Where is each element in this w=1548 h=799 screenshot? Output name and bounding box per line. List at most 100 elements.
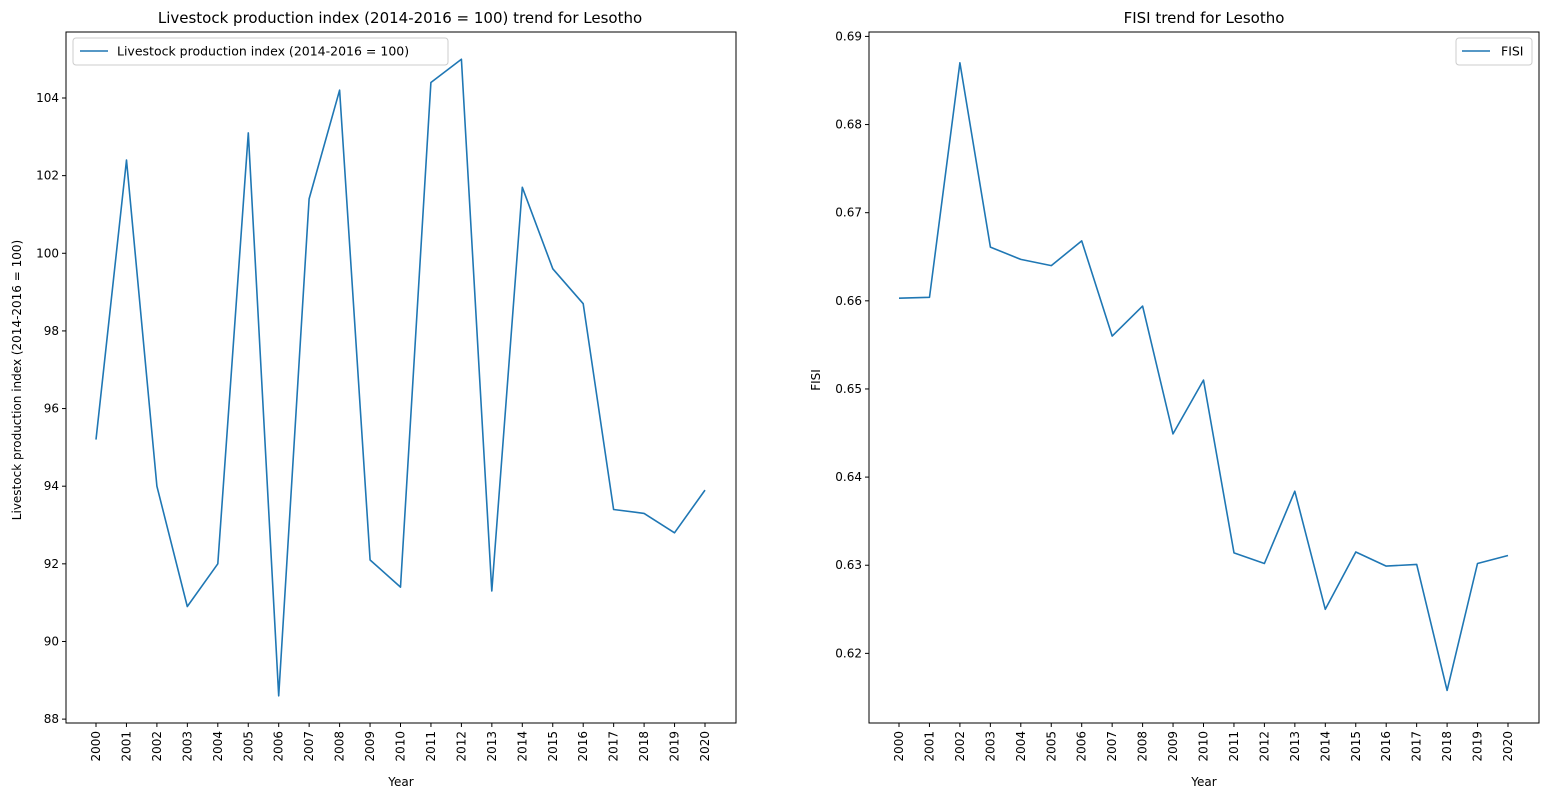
- fisi-y-ticks: 0.62 0.63 0.64 0.65 0.66 0.67 0.68 0.69: [835, 29, 869, 660]
- livestock-x-tick-label: 2005: [241, 731, 255, 762]
- fisi-data-point: [1355, 551, 1357, 553]
- livestock-data-point: [125, 159, 127, 161]
- livestock-y-tick-label: 92: [44, 557, 59, 571]
- fisi-y-tick-label: 0.66: [835, 294, 862, 308]
- fisi-data-point: [959, 62, 961, 64]
- livestock-legend-box: [72, 37, 449, 66]
- livestock-x-tick-label: 2013: [485, 731, 499, 762]
- fisi-data-point: [1172, 433, 1174, 435]
- livestock-y-tick-label: 90: [44, 634, 59, 648]
- fisi-x-tick-label: 2000: [892, 731, 906, 762]
- fisi-x-ticks: 2000 2001 2002 2003 2004 2005 2006 2007 2008 2009…: [892, 723, 1515, 762]
- livestock-y-tick-label: 96: [44, 402, 59, 416]
- livestock-y-tick-label: 102: [36, 169, 59, 183]
- fisi-data-point: [898, 297, 900, 299]
- fisi-y-tick-label: 0.68: [835, 118, 862, 132]
- livestock-x-tick-label: 2018: [637, 731, 651, 762]
- livestock-x-tick-label: 2000: [89, 731, 103, 762]
- livestock-x-tick-label: 2014: [515, 731, 529, 762]
- fisi-data-point: [1385, 565, 1387, 567]
- fisi-data-point: [1020, 258, 1022, 260]
- livestock-legend: Livestock production index (2014-2016 = …: [72, 37, 449, 66]
- fisi-x-tick-label: 2008: [1136, 731, 1150, 762]
- livestock-series-line: [95, 58, 706, 697]
- fisi-legend-label: FISI: [1501, 44, 1524, 59]
- livestock-y-tick-label: 104: [36, 91, 59, 105]
- fisi-x-tick-label: 2009: [1166, 731, 1180, 762]
- livestock-plot-frame: [65, 31, 737, 724]
- livestock-x-tick-label: 2009: [363, 731, 377, 762]
- fisi-data-point: [1416, 563, 1418, 565]
- fisi-chart: FISI trend for Lesotho 0.620.630.640.650…: [809, 9, 1540, 789]
- livestock-chart: Livestock production index (2014-2016 = …: [10, 9, 737, 789]
- livestock-x-tick-label: 2007: [302, 731, 316, 762]
- livestock-data-point: [400, 586, 402, 588]
- livestock-x-tick-label: 2016: [576, 731, 590, 762]
- fisi-plot-frame: [868, 31, 1540, 724]
- livestock-x-ticks: 2000 2001 2002 2003 2004 2005 2006 2007 2008 2009…: [89, 723, 712, 762]
- fisi-y-axis-label: FISI: [809, 369, 823, 391]
- fisi-y-tick-label: 0.64: [835, 470, 862, 484]
- fisi-x-tick-label: 2012: [1257, 731, 1271, 762]
- fisi-x-tick-label: 2011: [1227, 731, 1241, 762]
- livestock-data-point: [186, 606, 188, 608]
- fisi-x-tick-label: 2005: [1044, 731, 1058, 762]
- fisi-data-point: [928, 296, 930, 298]
- livestock-data-point: [674, 532, 676, 534]
- livestock-data-point: [491, 590, 493, 592]
- fisi-x-tick-label: 2002: [953, 731, 967, 762]
- livestock-data-point: [582, 303, 584, 305]
- fisi-x-tick-label: 2019: [1471, 731, 1485, 762]
- livestock-data-point: [278, 695, 280, 697]
- fisi-legend: FISI: [1455, 37, 1533, 66]
- fisi-x-tick-label: 2020: [1501, 731, 1515, 762]
- fisi-y-tick-label: 0.62: [835, 646, 862, 660]
- fisi-y-tick-label: 0.67: [835, 206, 862, 220]
- fisi-data-point: [1111, 335, 1113, 337]
- livestock-data-point: [217, 563, 219, 565]
- fisi-x-tick-label: 2016: [1379, 731, 1393, 762]
- livestock-data-point: [613, 508, 615, 510]
- livestock-data-point: [643, 512, 645, 514]
- livestock-data-point: [156, 485, 158, 487]
- fisi-data-point: [1507, 555, 1509, 557]
- livestock-x-tick-label: 2006: [272, 731, 286, 762]
- livestock-series: [95, 58, 706, 697]
- fisi-legend-box: [1455, 37, 1533, 66]
- fisi-x-tick-label: 2014: [1318, 731, 1332, 762]
- fisi-x-tick-label: 2015: [1349, 731, 1363, 762]
- fisi-x-tick-label: 2003: [983, 731, 997, 762]
- livestock-x-tick-label: 2011: [424, 731, 438, 762]
- fisi-x-tick-label: 2018: [1440, 731, 1454, 762]
- fisi-x-tick-label: 2006: [1075, 731, 1089, 762]
- fisi-x-tick-label: 2017: [1410, 731, 1424, 762]
- livestock-y-ticks: 88 90 92 94 96 98 100 102 104: [36, 91, 66, 726]
- livestock-data-point: [95, 439, 97, 441]
- fisi-data-point: [1294, 490, 1296, 492]
- fisi-chart-title: FISI trend for Lesotho: [1124, 9, 1285, 27]
- fisi-data-point: [1446, 689, 1448, 691]
- livestock-x-tick-label: 2001: [119, 731, 133, 762]
- livestock-y-tick-label: 98: [44, 324, 59, 338]
- livestock-data-point: [552, 268, 554, 270]
- fisi-x-axis-label: Year: [1190, 775, 1216, 789]
- livestock-chart-title: Livestock production index (2014-2016 = …: [158, 9, 642, 27]
- livestock-y-tick-label: 100: [36, 246, 59, 260]
- livestock-data-point: [369, 559, 371, 561]
- fisi-series-line: [898, 61, 1509, 692]
- fisi-x-tick-label: 2010: [1197, 731, 1211, 762]
- livestock-x-axis-label: Year: [387, 775, 413, 789]
- livestock-y-axis-label: Livestock production index (2014-2016 = …: [10, 240, 24, 520]
- fisi-y-tick-label: 0.69: [835, 29, 862, 43]
- livestock-x-tick-label: 2008: [333, 731, 347, 762]
- livestock-data-point: [430, 81, 432, 83]
- fisi-data-point: [1203, 379, 1205, 381]
- livestock-data-point: [704, 489, 706, 491]
- fisi-data-point: [1050, 265, 1052, 267]
- fisi-series: [898, 61, 1509, 692]
- fisi-y-tick-label: 0.63: [835, 558, 862, 572]
- livestock-x-tick-label: 2002: [150, 731, 164, 762]
- livestock-y-tick-label: 94: [44, 479, 59, 493]
- livestock-data-point: [339, 89, 341, 91]
